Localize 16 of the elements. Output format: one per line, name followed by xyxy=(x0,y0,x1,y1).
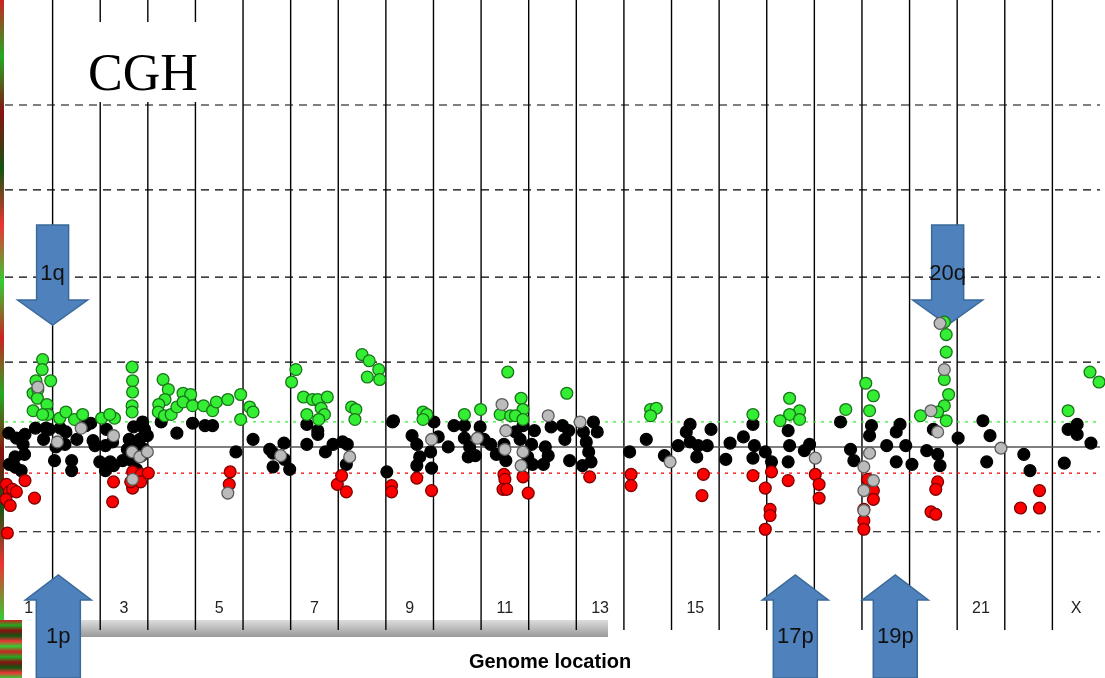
x-tick-label: X xyxy=(1070,599,1082,616)
x-tick-label: 3 xyxy=(119,599,129,616)
text: 1q xyxy=(40,260,65,285)
x-tick-label: 13 xyxy=(591,599,610,616)
text: 1p xyxy=(46,623,71,648)
x-tick-label: 1 xyxy=(24,599,34,616)
x-tick-label: 9 xyxy=(405,599,415,616)
x-tick-label: 7 xyxy=(310,599,319,616)
text: 17p xyxy=(776,623,814,648)
x-axis-title: Genome location xyxy=(468,650,632,672)
chart-title: CGH xyxy=(88,44,198,101)
x-tick-label: 5 xyxy=(214,599,224,616)
text: 19p xyxy=(876,623,914,648)
x-tick-label: 11 xyxy=(496,599,514,616)
x-tick-label: 15 xyxy=(686,599,705,616)
x-tick-label: 21 xyxy=(972,599,990,616)
